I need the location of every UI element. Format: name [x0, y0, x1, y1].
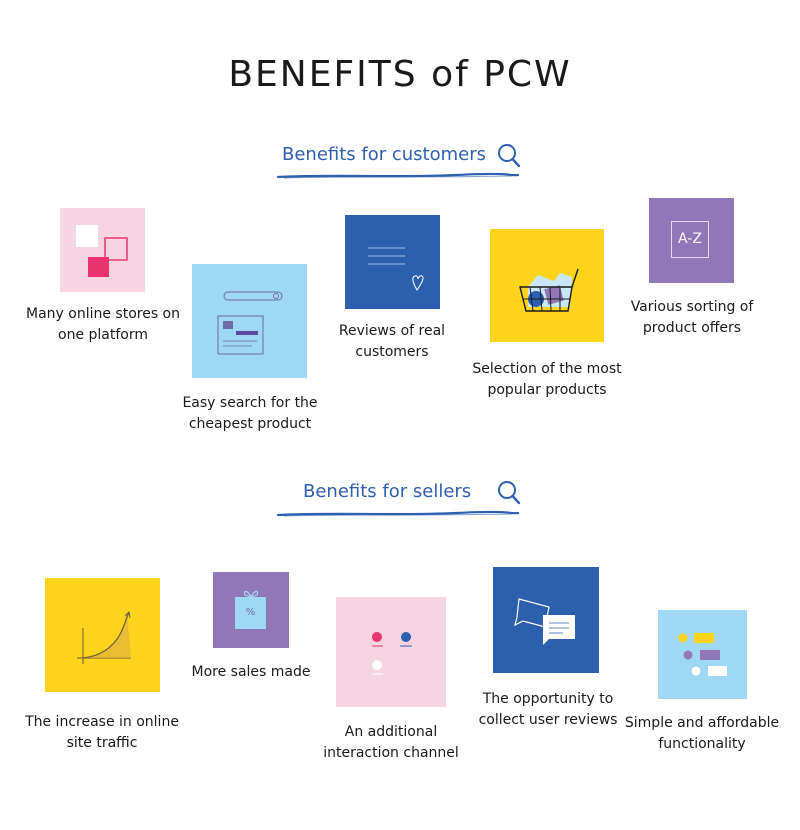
stores-platform-caption: Many online stores on one platform	[25, 306, 180, 343]
more-sales-tile: %	[213, 572, 289, 648]
page-title: BENEFITS of PCW	[228, 54, 572, 95]
sellers-heading-text: Benefits for sellers	[303, 481, 472, 502]
customers-heading-text: Benefits for customers	[282, 144, 487, 165]
sellers-section-heading: Benefits for sellers	[303, 481, 563, 511]
popular-products-tile	[490, 229, 604, 342]
user-reviews-tile	[493, 567, 599, 673]
traffic-growth-caption: The increase in online site traffic	[25, 714, 179, 751]
interaction-channel-caption: An additional interaction channel	[323, 724, 459, 761]
traffic-growth-tile	[45, 578, 160, 692]
sorting-tile: A-Z	[649, 198, 734, 283]
interaction-channel-tile	[336, 597, 446, 707]
stores-platform-tile	[60, 208, 145, 292]
real-reviews-caption: Reviews of real customers	[338, 323, 446, 360]
sale-percent-label: %	[245, 607, 256, 618]
more-sales-caption: More sales made	[191, 664, 311, 680]
gift-box-icon: %	[235, 597, 266, 629]
customers-section-heading: Benefits for customers	[282, 144, 542, 174]
sorting-caption: Various sorting of product offers	[630, 299, 754, 336]
customers-underline	[276, 172, 520, 179]
sellers-underline	[276, 510, 520, 517]
popular-products-caption: Selection of the most popular products	[472, 361, 622, 398]
magnifier-icon	[498, 144, 521, 168]
real-reviews-tile	[345, 215, 440, 309]
magnifier-icon	[498, 481, 521, 505]
az-sort-label: A-Z	[678, 231, 702, 247]
user-reviews-caption: The opportunity to collect user reviews	[478, 691, 618, 728]
functionality-caption: Simple and affordable functionality	[624, 715, 780, 752]
gift-bow-icon	[243, 590, 259, 599]
easy-search-tile	[192, 264, 307, 378]
easy-search-caption: Easy search for the cheapest product	[182, 395, 318, 432]
az-sort-icon: A-Z	[671, 221, 709, 258]
functionality-tile	[658, 610, 747, 699]
